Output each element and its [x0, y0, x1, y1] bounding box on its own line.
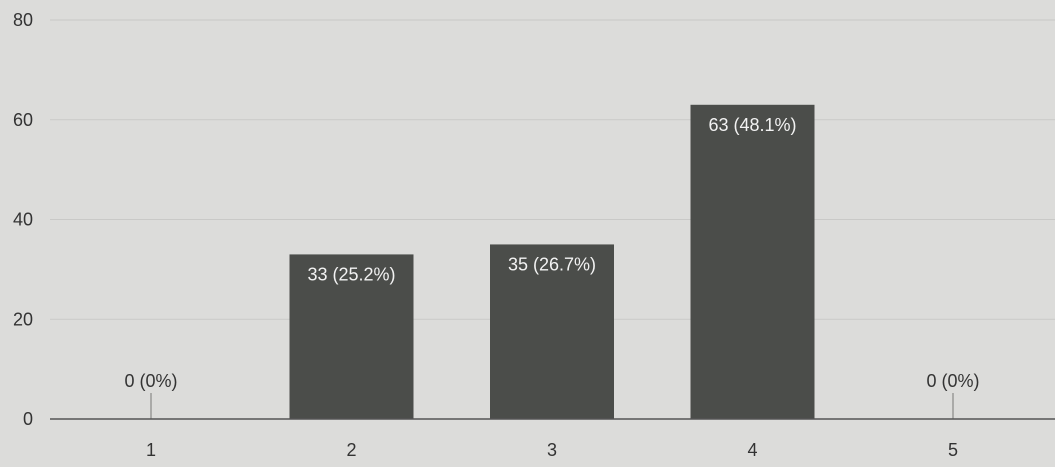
- data-labels: 0 (0%) 33 (25.2%) 35 (26.7%) 63 (48.1%) 0 (0…: [124, 115, 979, 391]
- data-label: 35 (26.7%): [508, 254, 596, 274]
- y-tick-label: 60: [13, 110, 33, 130]
- bar: [690, 104, 815, 419]
- x-tick-label: 4: [747, 440, 757, 460]
- bars: [150, 104, 954, 419]
- data-label: 0 (0%): [926, 371, 979, 391]
- x-tick-label: 3: [547, 440, 557, 460]
- x-tick-label: 2: [346, 440, 356, 460]
- bar: [289, 254, 414, 419]
- y-tick-label: 20: [13, 309, 33, 329]
- y-tick-label: 80: [13, 10, 33, 30]
- bar: [490, 244, 614, 419]
- y-tick-label: 0: [23, 409, 33, 429]
- x-tick-label: 1: [146, 440, 156, 460]
- data-label: 33 (25.2%): [307, 264, 395, 284]
- data-label: 63 (48.1%): [708, 115, 796, 135]
- y-tick-label: 40: [13, 210, 33, 230]
- x-tick-label: 5: [948, 440, 958, 460]
- y-axis-tick-labels: 0 20 40 60 80: [13, 10, 33, 429]
- x-axis-tick-labels: 1 2 3 4 5: [146, 440, 958, 460]
- data-label: 0 (0%): [124, 371, 177, 391]
